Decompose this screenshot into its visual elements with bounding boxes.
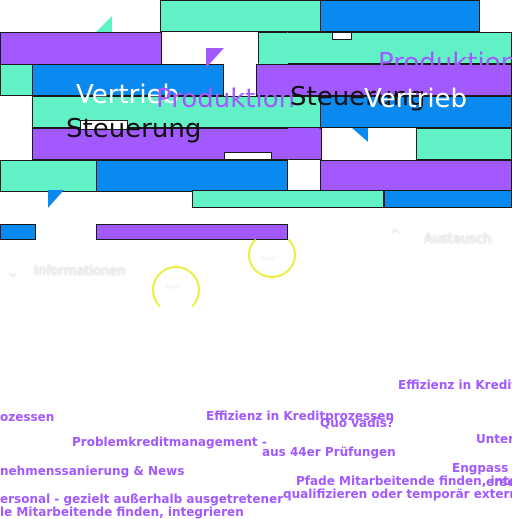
news-link[interactable]: nehmenssanierung & News bbox=[0, 464, 185, 478]
collage-band bbox=[0, 224, 36, 240]
slider-ring[interactable]: ᴗᴗ bbox=[248, 232, 296, 278]
hero-word: Steuerung bbox=[290, 82, 426, 112]
collage-band bbox=[416, 128, 512, 160]
collage-triangle bbox=[96, 16, 112, 32]
ring-glyph: ᴗᴗ bbox=[262, 250, 276, 263]
ring-glyph: ᴗᴗ bbox=[166, 278, 180, 291]
news-link[interactable]: Effizienz in Kreditprozessen bbox=[206, 409, 394, 423]
hero-word: Vertrieb bbox=[76, 80, 180, 110]
collage-band bbox=[0, 160, 98, 192]
collage-band bbox=[80, 120, 128, 130]
collage-band bbox=[320, 96, 512, 128]
collage-band bbox=[224, 152, 272, 160]
collage-band bbox=[0, 64, 34, 96]
hero-word: Steuerung bbox=[66, 114, 202, 144]
collage-band bbox=[258, 32, 512, 64]
collage-band bbox=[96, 224, 288, 240]
collage-triangle bbox=[288, 128, 320, 160]
news-link[interactable]: ersonal - gezielt außerhalb ausgetretene… bbox=[0, 492, 284, 506]
news-link[interactable]: Engpass P bbox=[452, 461, 512, 475]
collage-band bbox=[332, 32, 352, 40]
chevron-down-icon: ⌄ bbox=[6, 262, 20, 281]
collage-triangle bbox=[258, 32, 288, 64]
collage-triangle bbox=[48, 190, 64, 208]
news-link[interactable]: Pfade Mitarbeitende finden, integrieren bbox=[296, 474, 512, 488]
news-link[interactable]: le Mitarbeitende finden, integrieren bbox=[0, 505, 244, 519]
info-label: Informationen bbox=[34, 264, 126, 279]
collage-band bbox=[160, 0, 322, 32]
collage-band bbox=[32, 128, 322, 160]
news-link[interactable]: ozessen bbox=[0, 410, 55, 424]
news-link[interactable]: Effizienz in Kreditpr bbox=[398, 378, 512, 392]
news-link[interactable]: erson bbox=[486, 475, 512, 489]
hero-word: Produktion bbox=[156, 84, 296, 114]
hero-word: Vertrieb bbox=[364, 84, 468, 114]
chevron-up-icon: ⌃ bbox=[388, 226, 404, 247]
news-link[interactable]: qualifizieren oder temporär extern bes bbox=[283, 487, 512, 501]
collage-band bbox=[192, 190, 384, 208]
collage-triangle bbox=[206, 48, 224, 68]
slider-ring[interactable]: ᴗᴗ bbox=[152, 266, 200, 314]
collage-band bbox=[96, 160, 288, 192]
hero-word: Produktion bbox=[378, 48, 512, 78]
news-link[interactable]: Untern bbox=[476, 432, 512, 446]
collage-band bbox=[256, 64, 512, 96]
collage-band bbox=[0, 32, 162, 68]
news-link[interactable]: Problemkreditmanagement - bbox=[72, 435, 267, 449]
news-link[interactable]: aus 44er Prüfungen bbox=[262, 445, 396, 459]
collage-band bbox=[320, 160, 512, 192]
news-link[interactable]: Quo vadis? bbox=[320, 416, 394, 430]
collage-triangle bbox=[352, 128, 368, 142]
collage-band bbox=[384, 190, 512, 208]
exchange-label: Austausch bbox=[424, 232, 492, 247]
collage-band bbox=[320, 0, 480, 32]
collage-band bbox=[32, 64, 224, 96]
